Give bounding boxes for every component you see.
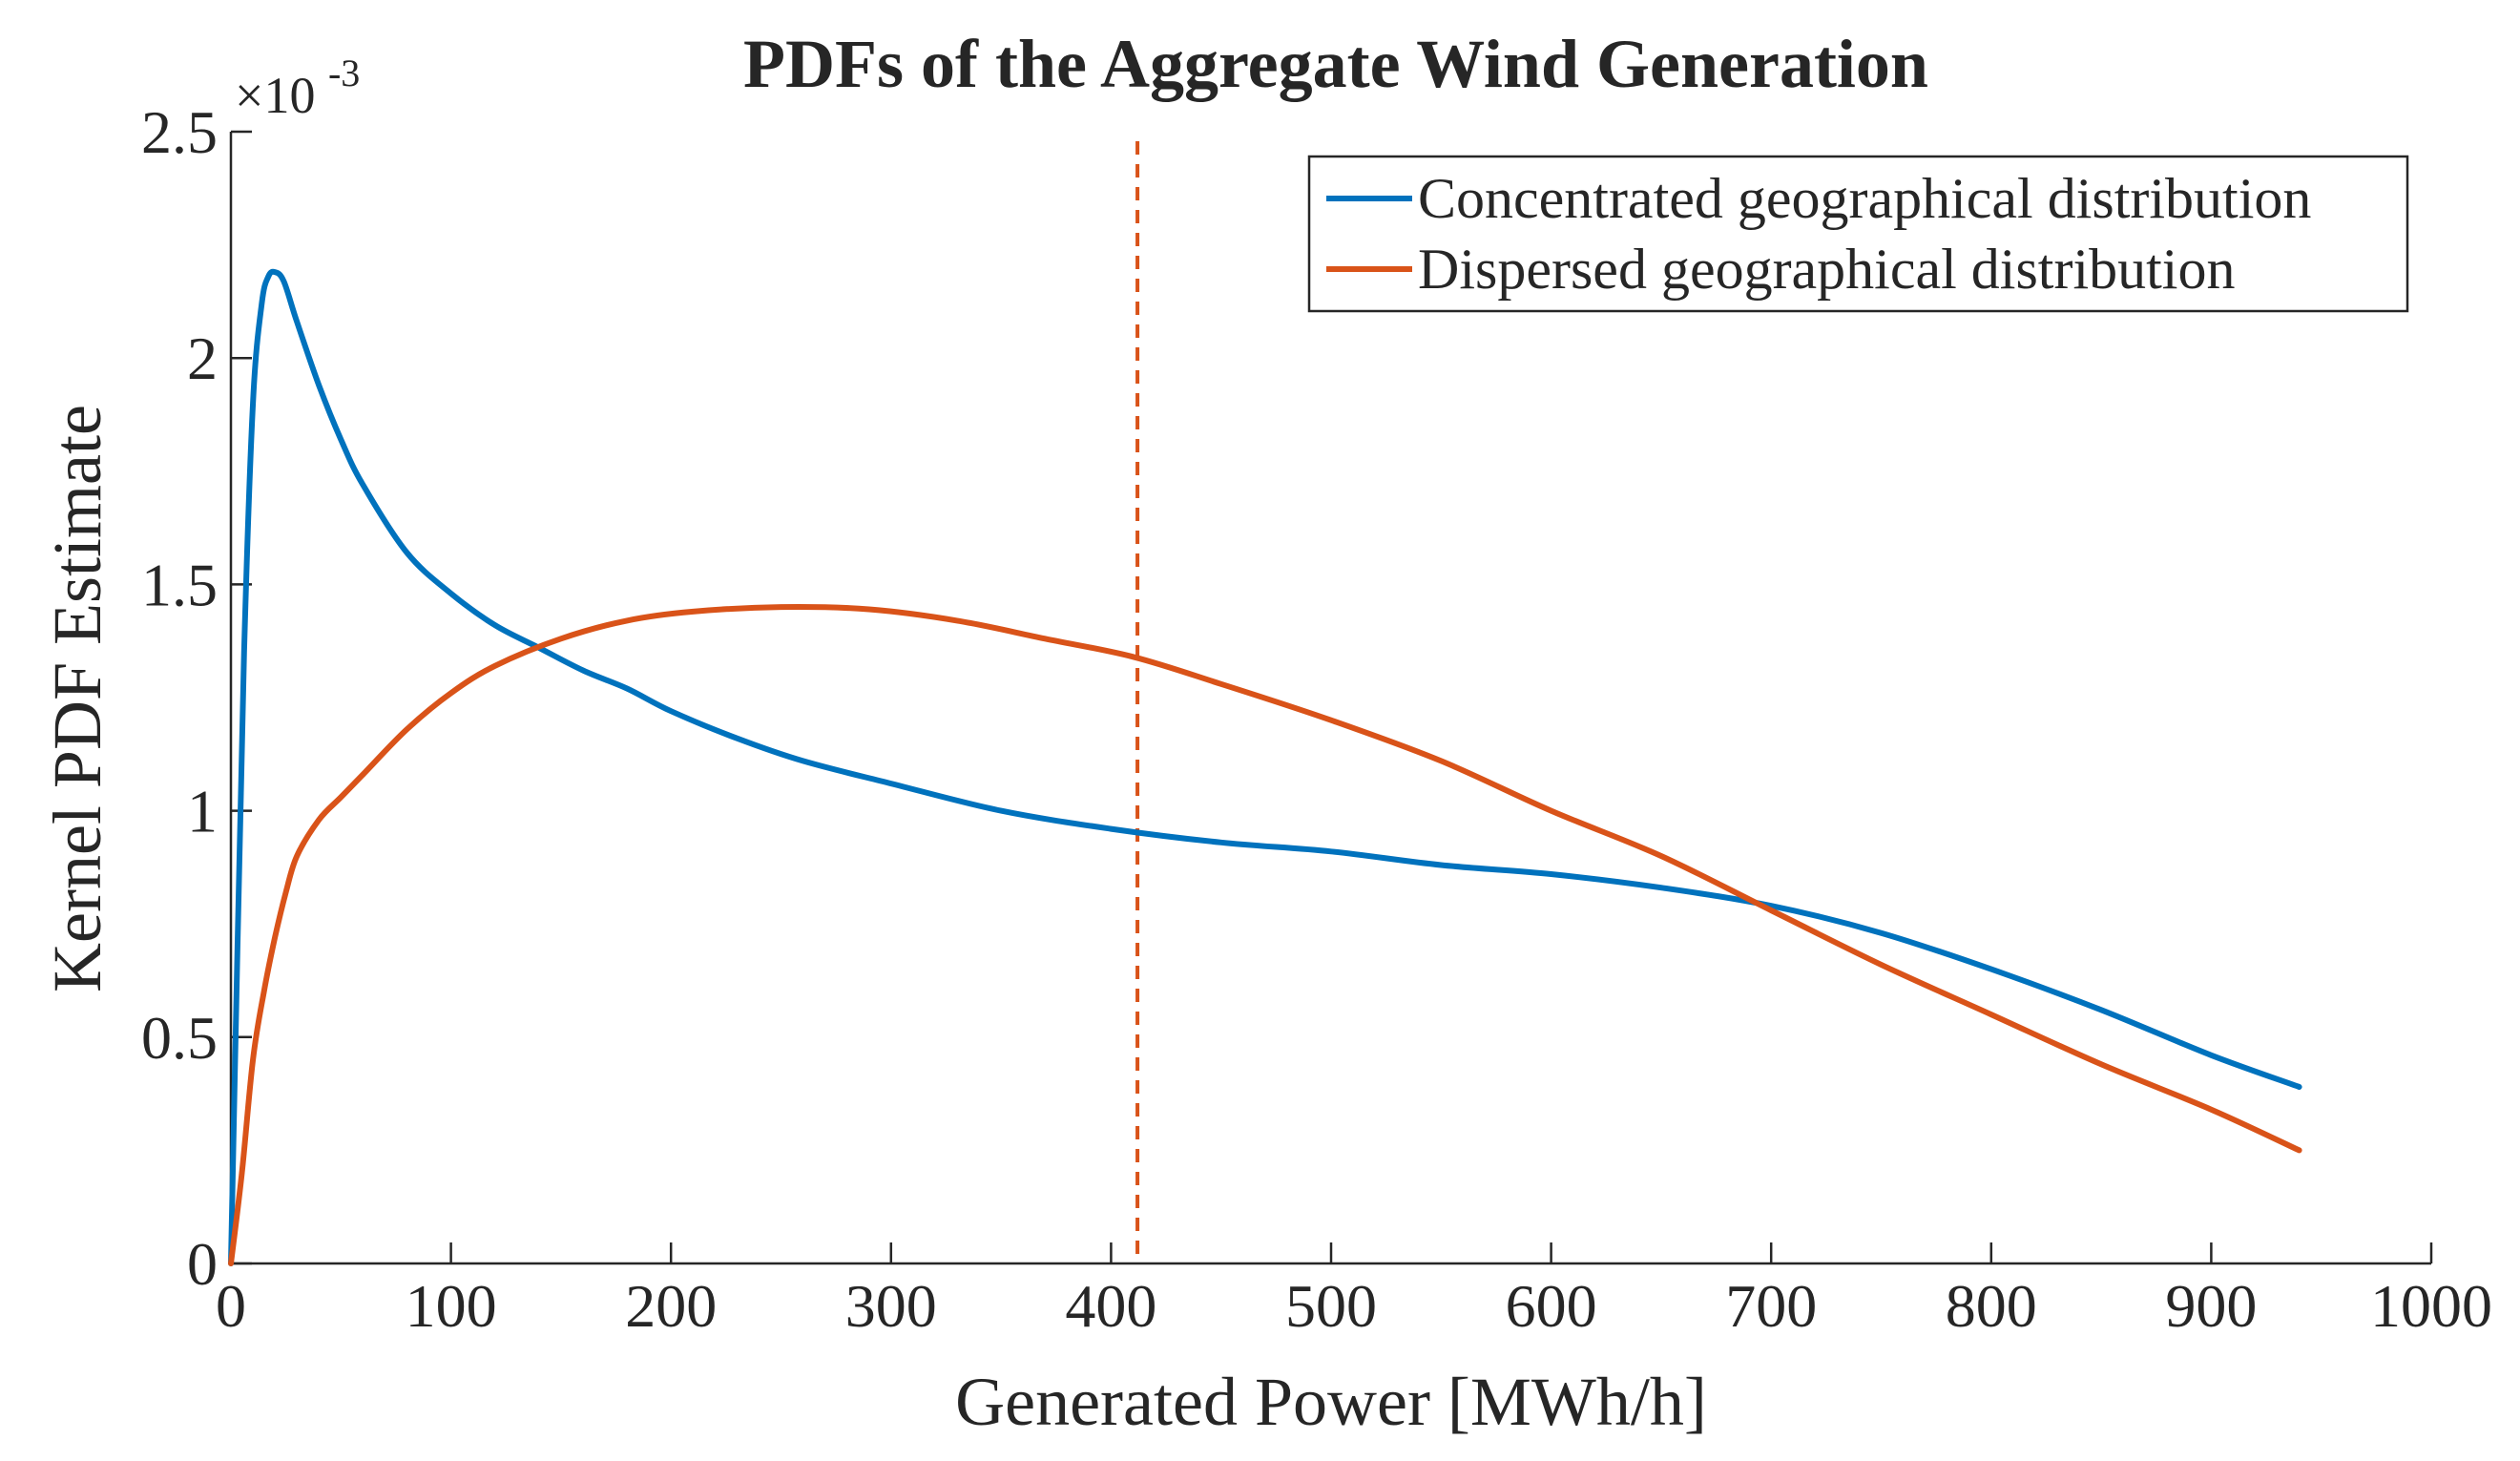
series-line-dispersed [228,603,2302,1266]
y-tick-label: 0.5 [141,1004,218,1072]
x-tick-label: 600 [1506,1272,1597,1340]
x-tick-label: 200 [625,1272,717,1340]
y-tick-label: 1.5 [141,551,218,618]
x-tick-label: 0 [216,1272,246,1340]
x-tick-label: 700 [1725,1272,1817,1340]
y-tick-label: 2.5 [141,98,218,166]
legend: Concentrated geographical distribution Di… [1307,155,2409,313]
x-tick-label: 100 [406,1272,497,1340]
legend-label: Dispersed geographical distribution [1418,238,2235,301]
y-exponent-power: -3 [328,52,360,94]
x-tick-label: 800 [1946,1272,2037,1340]
x-tick-label: 900 [2165,1272,2257,1340]
legend-box [1307,155,2409,313]
legend-label: Concentrated geographical distribution [1418,167,2311,230]
y-exponent-base: ×10 [235,67,315,124]
series-line-concentrated [228,268,2302,1266]
y-tick-label: 1 [187,778,218,845]
x-axis-label: Generated Power [MWh/h] [955,1364,1707,1440]
y-axis-label: Kernel PDF Estimate [39,405,115,992]
chart-title: PDFs of the Aggregate Wind Generation [743,26,1928,102]
x-tick-label: 500 [1285,1272,1377,1340]
svg-text:×10 -3: ×10 -3 [235,52,360,124]
y-exponent: ×10 -3 [235,52,360,124]
x-tick-label: 300 [845,1272,937,1340]
x-tick-label: 1000 [2370,1272,2492,1340]
x-tick-label: 400 [1065,1272,1156,1340]
y-tick-label: 2 [187,324,218,392]
plot-area: 0 100 200 300 400 500 600 700 800 900 1000 0 0.5 1 1.5… [141,98,2492,1340]
y-tick-label: 0 [187,1230,218,1298]
